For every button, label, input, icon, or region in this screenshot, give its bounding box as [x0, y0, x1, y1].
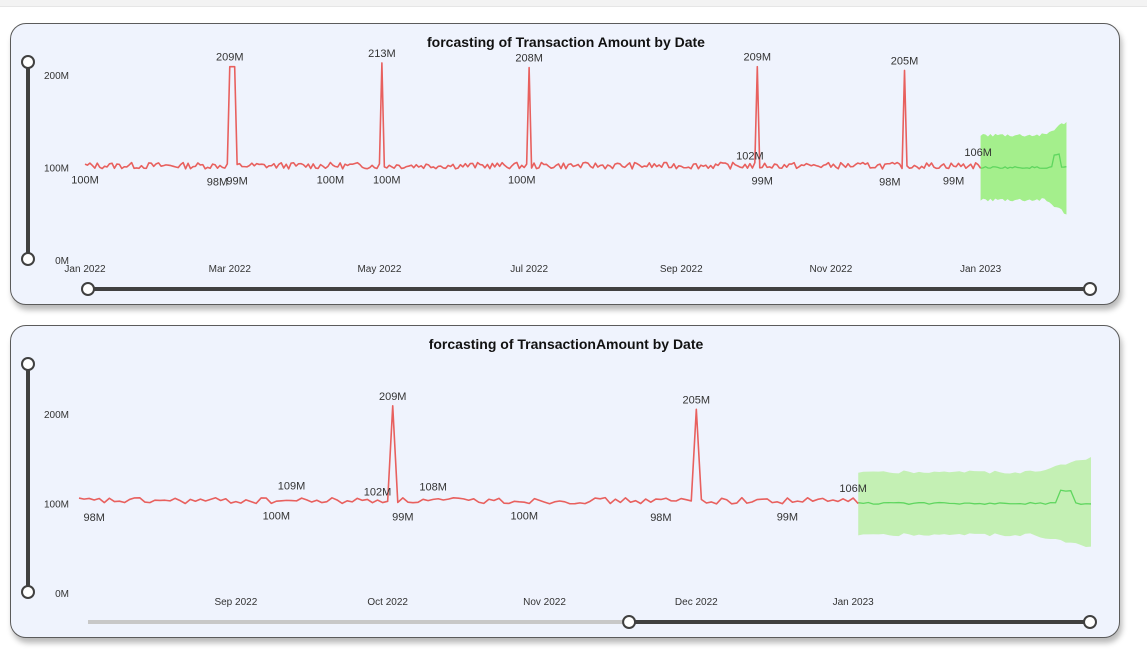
data-label: 209M [744, 52, 772, 64]
x-tick-label: Jan 2023 [960, 264, 1002, 275]
top-toolbar-strip [0, 0, 1147, 7]
data-label: 213M [368, 48, 396, 60]
forecast-chart-2: forcasting of TransactionAmount by Date 0… [21, 336, 1097, 629]
data-label: 209M [216, 52, 244, 64]
data-label: 98M [83, 512, 104, 524]
data-label: 100M [71, 175, 99, 187]
y-slider-top-handle[interactable] [21, 55, 35, 69]
data-label: 102M [364, 487, 392, 499]
y-tick-label: 200M [44, 71, 69, 82]
data-label: 99M [752, 175, 773, 187]
data-label: 100M [508, 175, 536, 187]
y-tick-label: 0M [55, 589, 69, 600]
x-tick-label: Oct 2022 [367, 597, 408, 608]
data-label: 99M [943, 175, 964, 187]
x-slider-start-handle[interactable] [622, 615, 637, 629]
data-label: 106M [839, 483, 867, 495]
y-slider-bottom-handle[interactable] [21, 252, 35, 266]
x-tick-label: May 2022 [357, 264, 401, 275]
transaction-amount-line [78, 404, 859, 505]
x-tick-label: Sep 2022 [214, 597, 257, 608]
data-label: 100M [317, 175, 345, 187]
x-tick-label: Jul 2022 [510, 264, 548, 275]
x-tick-label: Sep 2022 [660, 264, 703, 275]
x-slider-end-handle[interactable] [1083, 615, 1097, 629]
y-tick-label: 200M [44, 410, 69, 421]
data-label: 98M [879, 176, 900, 188]
y-tick-label: 0M [55, 256, 69, 267]
y-tick-label: 100M [44, 499, 69, 510]
data-label: 209M [379, 391, 407, 403]
data-label: 106M [964, 147, 992, 159]
data-label: 205M [683, 394, 711, 406]
data-label: 99M [392, 511, 413, 523]
data-label: 205M [891, 55, 919, 67]
forecast-confidence-band [858, 457, 1091, 548]
data-label: 109M [278, 480, 306, 492]
chart-title: forcasting of Transaction Amount by Date [427, 34, 705, 50]
x-tick-label: Nov 2022 [810, 264, 853, 275]
chart-title: forcasting of TransactionAmount by Date [429, 336, 704, 352]
data-label: 208M [515, 53, 543, 65]
x-tick-label: Jan 2023 [833, 597, 875, 608]
x-tick-label: Nov 2022 [523, 597, 566, 608]
x-tick-label: Mar 2022 [209, 264, 252, 275]
forecast-chart-panel-2[interactable]: forcasting of TransactionAmount by Date 0… [10, 325, 1120, 638]
y-slider-top-handle[interactable] [21, 357, 35, 371]
y-tick-label: 100M [44, 164, 69, 175]
forecast-line [980, 153, 1067, 170]
x-tick-label: Jan 2022 [64, 264, 106, 275]
forecast-line [858, 489, 1092, 505]
forecast-chart-panel-1[interactable]: forcasting of Transaction Amount by Date… [10, 23, 1120, 305]
x-slider-end-handle[interactable] [1083, 282, 1097, 296]
data-label: 102M [736, 151, 764, 163]
data-label: 99M [777, 511, 798, 523]
data-label: 98M [207, 176, 228, 188]
y-slider-bottom-handle[interactable] [21, 585, 35, 599]
data-label: 108M [419, 481, 447, 493]
transaction-amount-line [84, 62, 982, 170]
data-label: 99M [226, 175, 247, 187]
data-label: 100M [511, 510, 539, 522]
data-label: 100M [263, 510, 291, 522]
x-slider-start-handle[interactable] [81, 282, 95, 296]
data-label: 100M [373, 175, 401, 187]
x-tick-label: Dec 2022 [675, 597, 718, 608]
forecast-chart-1: forcasting of Transaction Amount by Date… [21, 34, 1097, 296]
data-label: 98M [650, 512, 671, 524]
